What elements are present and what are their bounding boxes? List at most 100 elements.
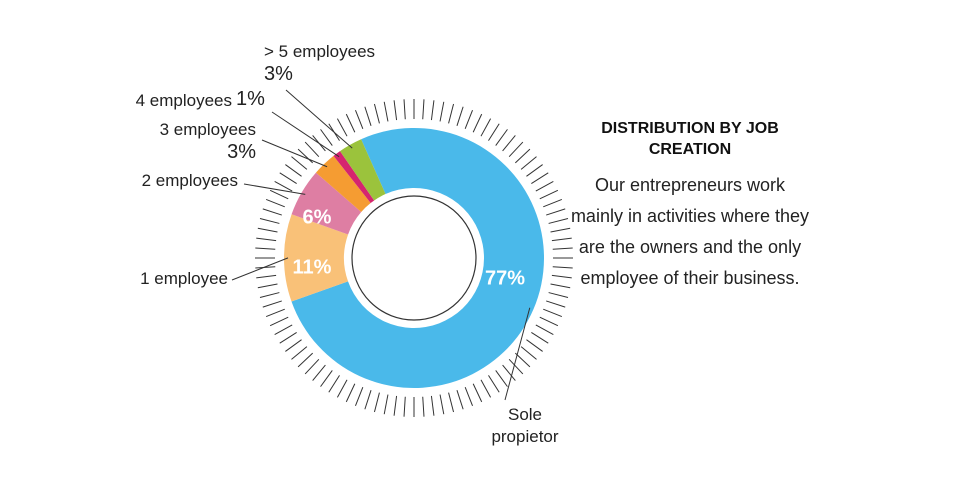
decor-tick <box>550 227 571 233</box>
decor-tick <box>304 358 320 375</box>
category-label: Sole propietor <box>491 405 559 446</box>
decor-tick <box>422 396 425 417</box>
decor-tick <box>546 208 566 216</box>
decor-tick <box>403 99 406 120</box>
decor-tick <box>279 172 297 184</box>
decor-tick <box>480 379 492 398</box>
decor-tick <box>514 352 531 368</box>
decor-tick <box>502 135 516 152</box>
decor-tick <box>548 292 569 299</box>
decor-tick <box>520 156 537 170</box>
decor-tick <box>472 113 483 133</box>
decor-tick <box>291 346 308 360</box>
decor-tick <box>269 189 289 200</box>
donut-slice <box>291 172 362 235</box>
decor-tick <box>257 227 278 233</box>
decor-tick <box>548 217 569 224</box>
decor-tick <box>255 247 276 250</box>
decor-tick <box>551 274 572 279</box>
category-label: > 5 employees <box>264 42 376 61</box>
decor-tick <box>526 164 543 177</box>
decor-tick <box>495 370 508 387</box>
decor-tick <box>552 247 573 250</box>
decor-tick <box>336 379 348 398</box>
decor-tick <box>531 332 549 344</box>
decor-tick <box>265 199 285 208</box>
decor-tick <box>373 392 380 413</box>
decor-tick <box>502 364 516 381</box>
category-label: 3 employees <box>159 120 256 139</box>
donut-slice <box>291 128 544 389</box>
decor-tick <box>439 101 445 122</box>
decor-tick <box>274 324 293 336</box>
decor-tick <box>328 375 340 393</box>
decor-tick <box>364 106 372 126</box>
decor-tick <box>345 383 356 403</box>
category-label: 2 employees <box>141 171 238 190</box>
decor-tick <box>297 148 314 164</box>
decor-tick <box>336 118 348 137</box>
decor-tick <box>265 308 285 317</box>
decor-tick <box>472 383 483 403</box>
decor-tick <box>345 113 356 133</box>
decor-tick <box>430 100 435 121</box>
decor-tick <box>456 106 464 126</box>
decor-tick <box>448 392 455 413</box>
decor-tick <box>355 109 364 129</box>
decor-tick <box>297 352 314 368</box>
decor-tick <box>526 339 543 352</box>
decor-tick <box>256 237 277 242</box>
decor-tick <box>364 390 372 410</box>
decor-tick <box>551 237 572 242</box>
decor-tick <box>320 129 333 146</box>
decor-tick <box>383 101 389 122</box>
decor-tick <box>539 316 559 327</box>
inner-ring <box>351 195 477 321</box>
leader-line <box>285 89 353 149</box>
donut-slice <box>284 214 349 302</box>
decor-tick <box>393 100 398 121</box>
decor-tick <box>312 364 326 381</box>
decor-tick <box>393 395 398 416</box>
decor-tick <box>495 129 508 146</box>
category-label: 4 employees <box>135 91 232 110</box>
value-label: 11% <box>293 256 332 278</box>
decor-tick <box>464 109 473 129</box>
decor-tick <box>383 394 389 415</box>
decor-tick <box>262 300 282 308</box>
category-label: 1 employee <box>140 269 228 288</box>
decor-tick <box>480 118 492 137</box>
decor-tick <box>279 332 297 344</box>
decor-tick <box>546 300 566 308</box>
leader-line <box>271 111 340 158</box>
decor-tick <box>464 387 473 407</box>
value-label: 77% <box>485 267 525 289</box>
decor-tick <box>439 394 445 415</box>
decor-tick <box>508 358 524 375</box>
decor-tick <box>488 123 500 141</box>
chart-title: DISTRIBUTION BY JOB CREATION <box>601 120 779 158</box>
decor-tick <box>291 156 308 170</box>
leader-line <box>243 183 306 195</box>
decor-tick <box>320 370 333 387</box>
decor-tick <box>535 324 554 336</box>
decor-tick <box>514 148 531 164</box>
decor-tick <box>403 396 406 417</box>
decor-tick <box>422 99 425 120</box>
value-label: 6% <box>303 206 332 228</box>
decor-tick <box>531 172 549 184</box>
decor-tick <box>488 375 500 393</box>
decor-tick <box>543 308 563 317</box>
decor-tick <box>550 283 571 289</box>
decor-tick <box>552 266 573 269</box>
decor-tick <box>256 274 277 279</box>
value-label: 3% <box>227 141 256 163</box>
decor-tick <box>259 292 280 299</box>
decor-tick <box>373 103 380 124</box>
decor-tick <box>535 180 554 192</box>
decor-tick <box>269 316 289 327</box>
description: Our entrepreneurs work mainly in activit… <box>570 175 810 288</box>
donut-slice <box>340 139 386 201</box>
decor-tick <box>448 103 455 124</box>
